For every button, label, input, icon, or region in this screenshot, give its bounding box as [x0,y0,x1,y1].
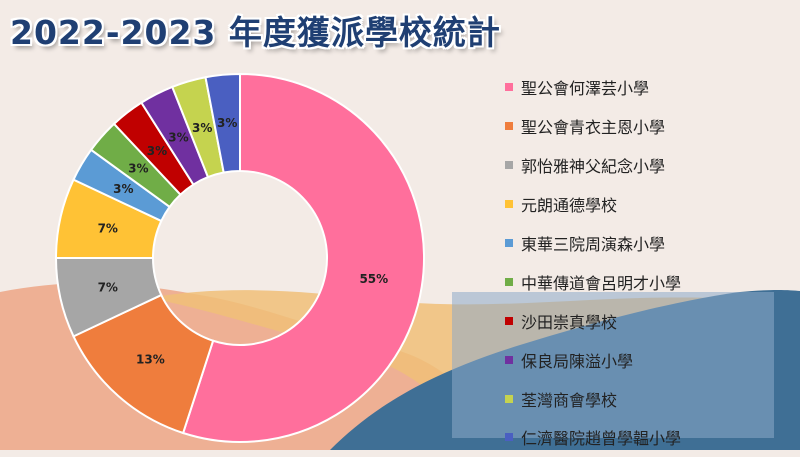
legend-swatch [505,200,513,209]
legend-swatch [505,83,513,92]
chart-legend: 聖公會何澤芸小學 聖公會青衣主恩小學 郭怡雅神父紀念小學 元朗通德學校東華三院周演森小… [505,68,681,457]
legend-swatch [505,394,513,403]
slice-data-label: 3% [168,130,188,144]
slice-data-label: 7% [98,281,118,295]
legend-label: 東華三院周演森小學 [521,235,666,254]
slice-data-label: 3% [147,144,167,158]
slice-data-label: 3% [217,116,237,130]
legend-label: 荃灣商會學校 [521,390,618,410]
legend-label: 保良局陳溢小學 [521,351,634,371]
legend-label: 中華傳道會呂明才小學 [521,273,682,293]
legend-swatch [505,277,513,286]
legend-swatch [505,316,513,325]
legend-item: 聖公會何澤芸小學 [505,68,681,107]
legend-swatch [505,433,513,442]
legend-panel [452,292,774,438]
donut-slice [181,72,425,443]
legend-label: 聖公會青衣主恩小學 [521,118,666,138]
legend-swatch [505,122,513,131]
legend-label: 仁濟醫院趙曾學韞小學 [521,429,682,449]
donut-data-labels: 55%13%7%7%3%3%3%3%3% 3% [98,116,389,367]
page-title: 2022-2023 年度獲派學校統計 [10,13,501,52]
legend-swatch [505,355,513,364]
slice-data-label: 3% [192,121,212,135]
legend-item: 保良局陳溢小學 [505,340,681,379]
slice-data-label: 13% [136,353,165,367]
legend-item: 東華三院周演森小學 [505,224,681,263]
slice-data-label: 7% [98,221,118,235]
legend-item: 聖公會青衣主恩小學 [505,107,681,146]
slice-data-label: 55% [359,272,388,286]
legend-item: 中華傳道會呂明才小學 [505,262,681,301]
legend-item: 元朗通德學校 [505,185,681,224]
legend-item: 荃灣商會學校 [505,379,681,418]
legend-label: 沙田崇真學校 [521,312,618,332]
legend-swatch [505,161,513,170]
legend-item: 沙田崇真學校 [505,301,681,340]
donut-slices [54,72,425,443]
slice-data-label: 3% [113,182,133,196]
donut-slice [204,72,241,174]
legend-label: 郭怡雅神父紀念小學 [521,157,666,177]
slice-data-label: 3% [128,161,148,175]
legend-label: 聖公會何澤芸小學 [521,79,650,99]
legend-item: 仁濟醫院趙曾學韞小學 [505,418,681,457]
legend-item: 郭怡雅神父紀念小學 [505,146,681,185]
legend-label: 元朗通德學校 [521,196,618,216]
legend-swatch [505,239,513,247]
